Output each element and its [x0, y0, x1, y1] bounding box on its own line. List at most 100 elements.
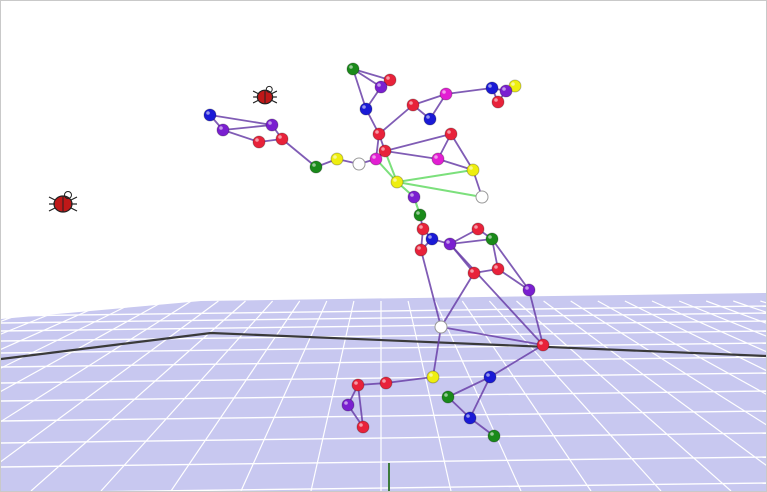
joint-highlight	[416, 211, 420, 215]
skeleton-joint[interactable]	[466, 163, 480, 177]
skeleton-joint[interactable]	[414, 243, 428, 257]
floor-grid-line	[678, 300, 766, 337]
skeleton-joint[interactable]	[203, 108, 217, 122]
skeleton-joint[interactable]	[491, 262, 505, 276]
floor-grid-line	[240, 300, 328, 491]
skeleton-bone	[384, 133, 452, 152]
skeleton-joint[interactable]	[359, 102, 373, 116]
floor-grid-line	[407, 300, 452, 491]
joint-highlight	[268, 121, 272, 125]
skeleton-joint[interactable]	[369, 152, 383, 166]
skeleton-joint[interactable]	[439, 87, 453, 101]
skeleton-joint[interactable]	[434, 320, 448, 334]
joint-highlight	[381, 147, 385, 151]
skeleton-joint[interactable]	[536, 338, 550, 352]
joint-highlight	[444, 393, 448, 397]
skeleton-bone-highlighted	[396, 169, 474, 183]
skeleton-joint[interactable]	[467, 266, 481, 280]
floor-grid-line	[310, 300, 355, 491]
floor-grid-line	[1, 356, 766, 368]
joint-highlight	[278, 135, 282, 139]
skeleton-joint[interactable]	[485, 81, 499, 95]
skeleton-joint[interactable]	[374, 80, 388, 94]
floor-grid-line	[1, 300, 111, 350]
skeleton-joint[interactable]	[483, 370, 497, 384]
joint-highlight	[446, 240, 450, 244]
skeleton-joint[interactable]	[443, 237, 457, 251]
joint-highlight	[447, 130, 451, 134]
joint-highlight	[494, 98, 498, 102]
skeleton-joint[interactable]	[265, 118, 279, 132]
motion-capture-skeleton[interactable]	[203, 62, 550, 443]
skeleton-joint[interactable]	[352, 157, 366, 171]
skeleton-joint[interactable]	[351, 378, 365, 392]
skeleton-bone	[437, 158, 474, 171]
joint-highlight	[474, 225, 478, 229]
joint-highlight	[426, 115, 430, 119]
joint-highlight	[410, 193, 414, 197]
skeleton-bone	[528, 289, 544, 346]
joint-highlight	[466, 414, 470, 418]
skeleton-joint[interactable]	[425, 232, 439, 246]
joint-highlight	[375, 130, 379, 134]
skeleton-joint[interactable]	[475, 190, 489, 204]
skeleton-joint[interactable]	[444, 127, 458, 141]
joint-highlight	[386, 76, 390, 80]
ladybug-marker-icon	[48, 191, 78, 213]
skeleton-bone	[450, 133, 474, 171]
joint-highlight	[429, 373, 433, 377]
skeleton-joint[interactable]	[441, 390, 455, 404]
skeleton-bone	[447, 376, 491, 398]
skeleton-joint[interactable]	[485, 232, 499, 246]
skeleton-joint[interactable]	[426, 370, 440, 384]
skeleton-joint[interactable]	[309, 160, 323, 174]
skeleton-joint[interactable]	[356, 420, 370, 434]
floor-grid-line	[1, 300, 192, 423]
skeleton-joint[interactable]	[491, 95, 505, 109]
floor-grid-line	[1, 300, 84, 335]
skeleton-bone	[222, 129, 260, 143]
skeleton-joint[interactable]	[522, 283, 536, 297]
skeleton-joint[interactable]	[379, 376, 393, 390]
floor-grid-line	[170, 300, 301, 491]
joint-highlight	[354, 381, 358, 385]
skeleton-bone	[209, 114, 273, 126]
skeleton-bone	[449, 238, 493, 245]
skeleton-joint[interactable]	[431, 152, 445, 166]
skeleton-joint[interactable]	[423, 112, 437, 126]
floor-grid-line	[1, 300, 165, 393]
skeleton-bone	[281, 138, 317, 168]
floor-grid	[1, 293, 766, 491]
skeleton-joint[interactable]	[275, 132, 289, 146]
skeleton-joint[interactable]	[252, 135, 266, 149]
floor-grid-line	[570, 300, 766, 426]
skeleton-joint[interactable]	[471, 222, 485, 236]
skeleton-joint[interactable]	[390, 175, 404, 189]
floor-grid-line	[1, 342, 766, 354]
skeleton-joint[interactable]	[330, 152, 344, 166]
skeleton-joint[interactable]	[346, 62, 360, 76]
floor-grid-line	[1, 456, 766, 468]
skeleton-joint[interactable]	[416, 222, 430, 236]
floor-grid-line	[651, 300, 766, 353]
skeleton-joint[interactable]	[499, 84, 513, 98]
joint-highlight	[362, 105, 366, 109]
skeleton-bone	[378, 104, 414, 135]
skeleton-joint[interactable]	[407, 190, 421, 204]
floor-grid-line	[1, 390, 766, 402]
skeleton-joint[interactable]	[413, 208, 427, 222]
skeleton-joint[interactable]	[406, 98, 420, 112]
skeleton-joint[interactable]	[341, 398, 355, 412]
skeleton-joint[interactable]	[463, 411, 477, 425]
floor-grid-line	[488, 300, 662, 491]
joint-highlight	[419, 225, 423, 229]
skeleton-bone	[440, 272, 475, 328]
joint-highlight	[488, 235, 492, 239]
skeleton-joint[interactable]	[372, 127, 386, 141]
floor-grid-line	[461, 300, 592, 491]
skeleton-bone	[420, 249, 442, 328]
skeleton-joint[interactable]	[216, 123, 230, 137]
joint-highlight	[502, 87, 506, 91]
skeleton-joint[interactable]	[487, 429, 501, 443]
